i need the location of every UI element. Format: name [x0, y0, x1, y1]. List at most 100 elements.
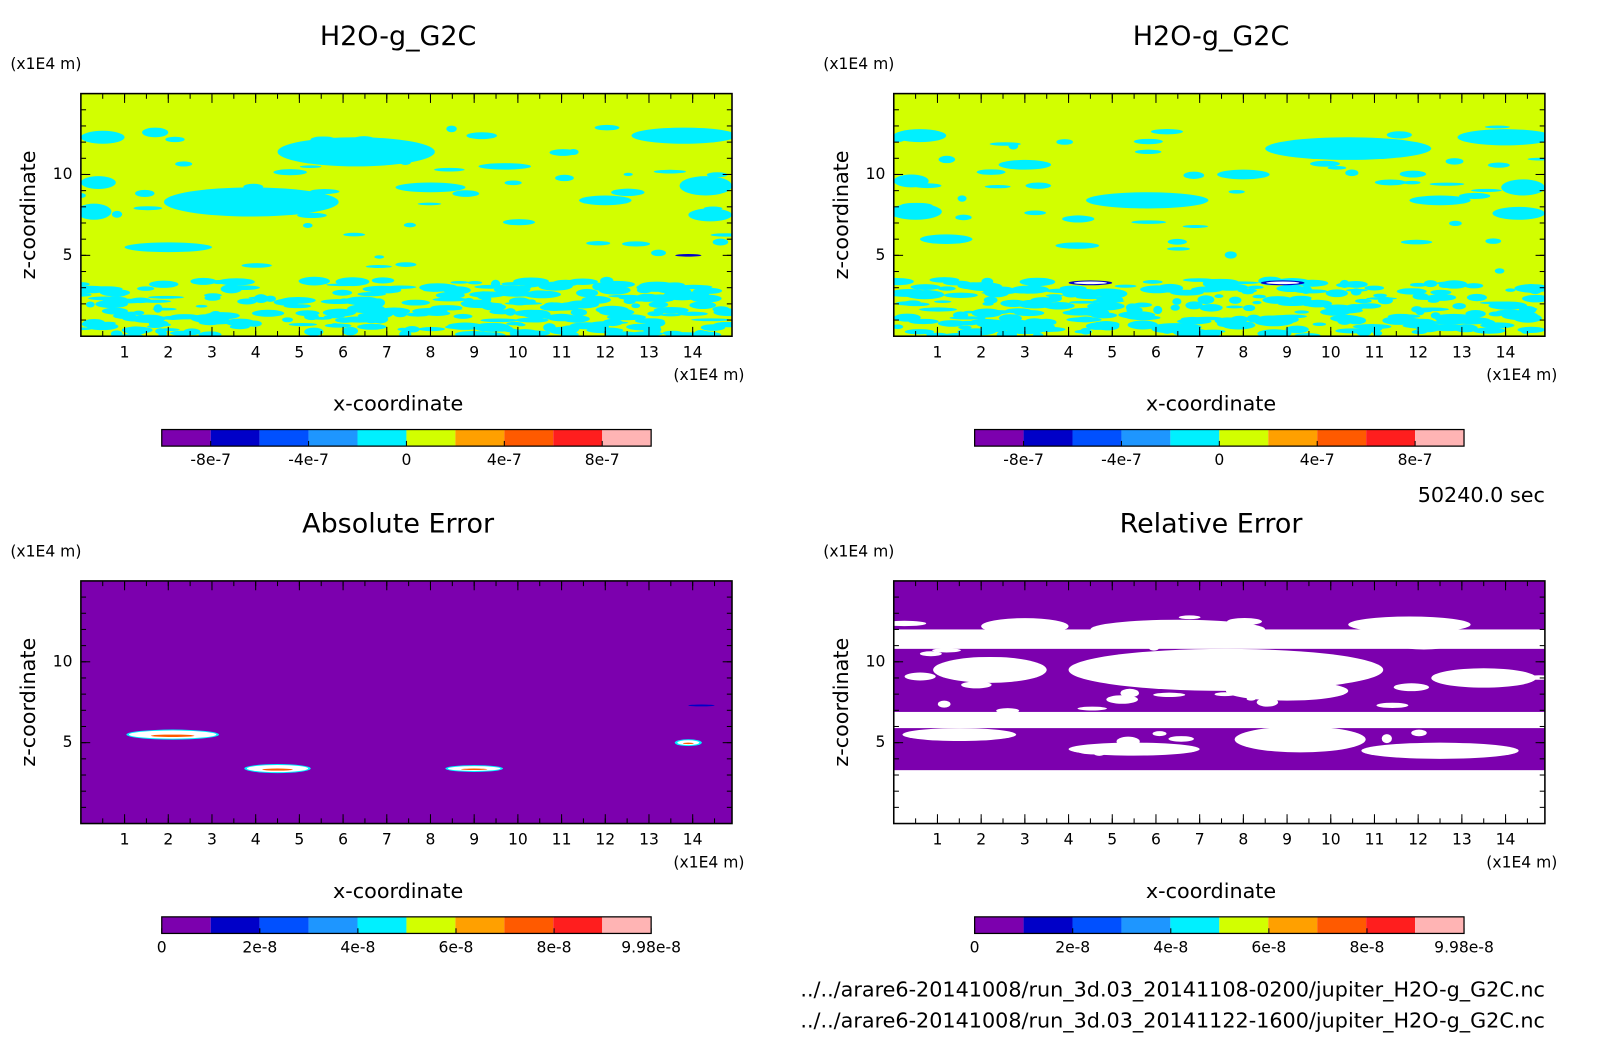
region [1442, 325, 1474, 331]
x-tick-label: 8 [426, 831, 436, 849]
region [147, 295, 185, 299]
region [984, 310, 1009, 315]
region [1522, 294, 1545, 303]
x-tick-label: 7 [1195, 343, 1205, 361]
region [447, 766, 501, 771]
region [1488, 301, 1528, 310]
colorbar-cell [406, 916, 456, 934]
region [963, 667, 977, 671]
region [1031, 326, 1066, 332]
region [330, 323, 340, 328]
x-tick-label: 7 [1195, 831, 1205, 849]
region [893, 629, 1545, 649]
region [1399, 170, 1427, 178]
region [622, 241, 651, 247]
region [529, 290, 548, 295]
region [552, 279, 579, 287]
region [502, 219, 536, 226]
region [403, 222, 416, 228]
x-axis-label: x-coordinate [333, 879, 463, 903]
y-axis-label: z-coordinate [829, 638, 853, 767]
region [243, 183, 264, 190]
region [1409, 282, 1428, 287]
region [1166, 247, 1190, 251]
x-tick-label: 6 [1151, 831, 1161, 849]
region [984, 185, 1011, 189]
region [516, 323, 526, 327]
colorbar-cell [1366, 916, 1416, 934]
x-tick-label: 9 [1282, 831, 1292, 849]
region [565, 300, 600, 309]
region [1283, 724, 1313, 733]
region [929, 277, 960, 283]
region [677, 311, 708, 316]
x-tick-label: 1 [933, 831, 943, 849]
region [480, 302, 503, 306]
region [220, 284, 242, 294]
region [461, 768, 488, 770]
region [1256, 697, 1279, 707]
region [481, 294, 492, 304]
region [1167, 238, 1187, 245]
region [347, 304, 386, 314]
region [1266, 281, 1300, 285]
region [332, 289, 353, 296]
region [634, 318, 665, 324]
region [87, 296, 127, 301]
region [493, 285, 531, 294]
region [1150, 128, 1184, 135]
region [80, 282, 90, 287]
region [311, 317, 332, 320]
colorbar-tick-label: 8e-7 [585, 451, 620, 469]
colorbar-tick-label: 0 [157, 938, 167, 956]
region [344, 296, 381, 306]
colorbar-cell [210, 429, 260, 447]
region [1183, 171, 1205, 180]
region [113, 312, 137, 319]
x-unit: (x1E4 m) [673, 366, 744, 384]
region [1365, 624, 1377, 632]
region [1345, 169, 1359, 177]
region [393, 311, 407, 318]
region [110, 330, 123, 337]
region [1376, 702, 1409, 708]
colorbar-tick-label: 0 [401, 451, 411, 469]
x-tick-label: 10 [508, 831, 528, 849]
x-tick-label: 7 [382, 831, 392, 849]
region [1225, 305, 1244, 309]
region [198, 319, 222, 326]
region [1202, 329, 1226, 334]
x-tick-label: 14 [683, 831, 703, 849]
region [362, 285, 402, 293]
colorbar-tick-label: -8e-7 [190, 451, 231, 469]
region [1494, 268, 1505, 274]
region [1452, 302, 1466, 310]
region [955, 214, 972, 221]
colorbar-tick-label: 0 [1214, 451, 1224, 469]
colorbar-cell [602, 916, 652, 934]
field-bg [80, 580, 733, 824]
colorbar-tick-label: 6e-8 [1251, 938, 1286, 956]
region [1402, 180, 1421, 185]
region [1520, 328, 1531, 334]
region [1066, 317, 1102, 323]
region [217, 194, 246, 202]
region [1133, 138, 1163, 145]
region [904, 672, 936, 681]
region [900, 202, 933, 209]
region [1073, 281, 1108, 285]
region [586, 241, 611, 246]
region [996, 708, 1020, 714]
region [1507, 212, 1535, 219]
colorbar-tick-label: 4e-8 [1153, 938, 1188, 956]
region [1411, 306, 1423, 313]
region [124, 326, 147, 336]
region [195, 304, 208, 308]
region [1449, 220, 1462, 227]
region [919, 307, 958, 312]
x-axis-label: x-coordinate [333, 392, 463, 416]
region [569, 322, 604, 330]
y-tick-label: 10 [53, 165, 73, 183]
region [712, 306, 730, 313]
x-tick-label: 3 [207, 831, 217, 849]
